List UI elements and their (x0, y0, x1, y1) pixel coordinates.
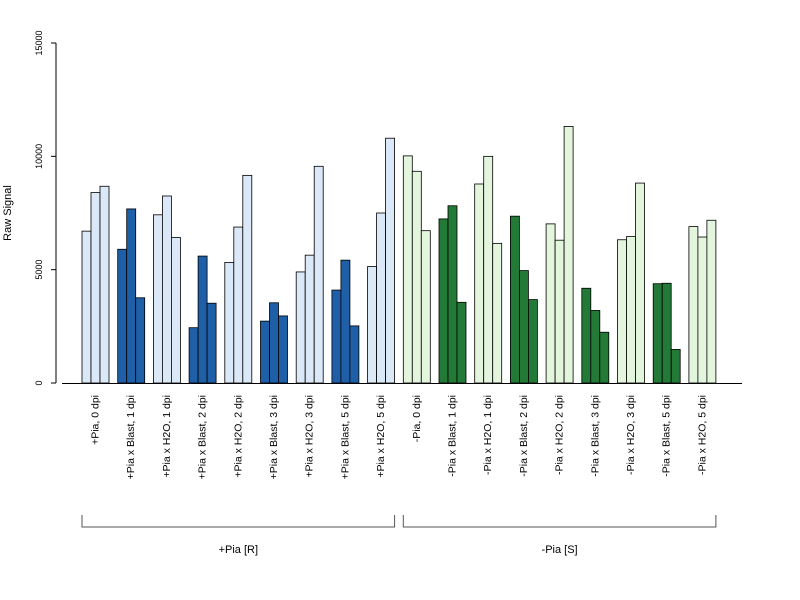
bar (170, 237, 181, 384)
x-tick-label: +Pia x H2O, 2 dpi (232, 395, 244, 478)
bar (90, 192, 101, 384)
bar (304, 254, 315, 384)
x-tick-label: -Pia x H2O, 1 dpi (482, 395, 494, 475)
y-axis: 0 5000 10000 15000 (34, 30, 57, 386)
x-tick-label: -Pia x Blast, 3 dpi (589, 395, 601, 477)
bar (161, 195, 172, 384)
x-tick-label: +Pia x H2O, 3 dpi (304, 395, 316, 478)
bar (233, 226, 244, 384)
y-tick-label: 0 (34, 380, 44, 385)
bar (697, 236, 708, 384)
x-tick-label: -Pia, 0 dpi (411, 395, 423, 442)
bar (206, 302, 217, 384)
bar (554, 239, 565, 384)
bar (188, 327, 199, 384)
bar (402, 155, 413, 384)
bar (581, 287, 592, 384)
bar (438, 218, 449, 384)
bar (278, 315, 288, 384)
bar (242, 174, 253, 384)
bar (349, 325, 360, 384)
bar (447, 205, 458, 384)
x-tick-label: -Pia x Blast, 5 dpi (661, 395, 673, 477)
x-tick-label: +Pia x Blast, 5 dpi (339, 395, 351, 479)
x-tick-label: -Pia x Blast, 1 dpi (447, 395, 459, 477)
bar (456, 301, 467, 384)
bar (590, 310, 601, 384)
bar (260, 320, 270, 384)
x-tick-label: +Pia x H2O, 5 dpi (375, 395, 387, 478)
bar (563, 126, 574, 384)
bar (670, 349, 681, 384)
bar (411, 170, 422, 384)
bar (545, 223, 556, 384)
group-label: +Pia [R] (219, 544, 258, 556)
y-tick-label: 15000 (34, 30, 44, 55)
bar (420, 230, 431, 384)
bar (706, 219, 717, 384)
x-tick-label: +Pia x H2O, 1 dpi (161, 395, 173, 478)
x-tick-label: -Pia x H2O, 3 dpi (625, 395, 637, 475)
bar (295, 271, 306, 384)
bar (269, 302, 279, 384)
bar (376, 212, 387, 384)
x-tick-label: +Pia, 0 dpi (90, 395, 102, 445)
x-tick-label: +Pia x Blast, 2 dpi (197, 395, 209, 479)
bar (528, 299, 538, 384)
group-label: -Pia [S] (542, 544, 578, 556)
y-tick-label: 5000 (34, 260, 44, 280)
bar (519, 270, 529, 384)
bar (474, 183, 485, 384)
bar (99, 185, 110, 384)
bar (661, 282, 672, 384)
x-tick-label: -Pia x Blast, 2 dpi (518, 395, 530, 477)
bar (224, 262, 235, 384)
bar (313, 165, 324, 384)
y-tick-label: 10000 (34, 144, 44, 169)
x-tick-labels: +Pia, 0 dpi +Pia x Blast, 1 dpi +Pia x H2O… (90, 395, 709, 479)
bar (492, 242, 503, 384)
bar (652, 283, 663, 384)
bar (152, 214, 163, 384)
group-bracket (81, 515, 396, 528)
bar (617, 239, 627, 384)
bar (135, 297, 146, 384)
bar (117, 248, 128, 384)
bar (197, 255, 208, 384)
x-tick-label: -Pia x H2O, 2 dpi (554, 395, 566, 475)
bar (635, 182, 645, 384)
x-tick-label: +Pia x Blast, 1 dpi (125, 395, 137, 479)
bar (509, 215, 520, 384)
bar (599, 331, 610, 384)
bar (340, 259, 351, 384)
bar (688, 226, 699, 384)
y-axis-label: Raw Signal (2, 185, 14, 241)
bar (483, 155, 494, 384)
x-tick-label: -Pia x H2O, 5 dpi (696, 395, 708, 475)
bar (81, 230, 92, 384)
group-bracket (402, 515, 717, 528)
bar (385, 137, 396, 384)
bar (126, 208, 137, 384)
bar (626, 236, 636, 384)
bar (367, 266, 378, 384)
group-brackets: +Pia [R] -Pia [S] (81, 515, 717, 556)
bar (331, 289, 342, 384)
x-tick-label: +Pia x Blast, 3 dpi (268, 395, 280, 479)
bars (81, 126, 717, 384)
